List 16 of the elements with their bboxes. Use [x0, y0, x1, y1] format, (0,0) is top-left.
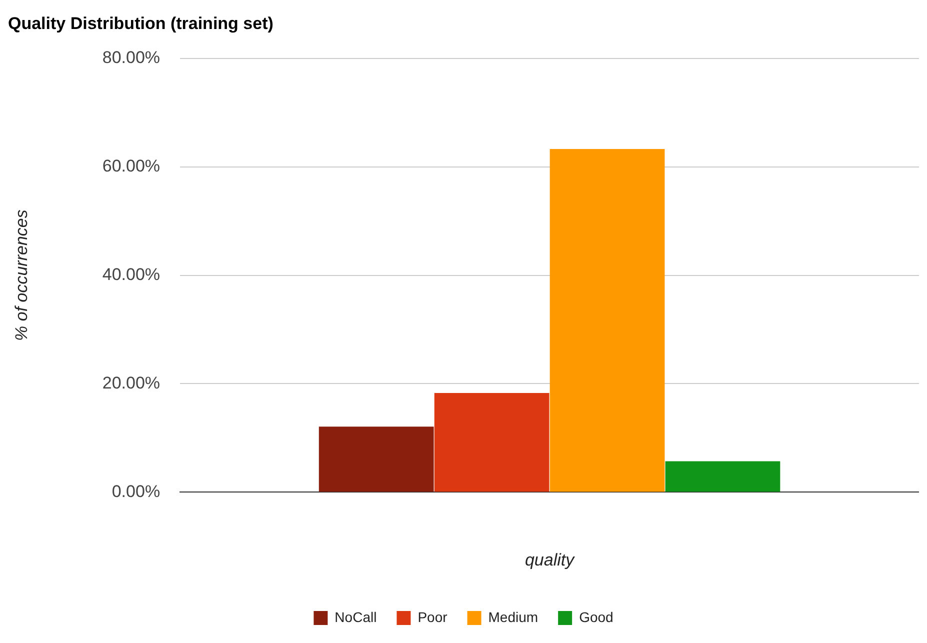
legend-label: Poor — [418, 608, 448, 625]
y-tick-label: 40.00% — [102, 264, 160, 284]
y-tick-label: 80.00% — [102, 48, 160, 68]
legend-label: Medium — [488, 608, 538, 625]
chart-title: Quality Distribution (training set) — [8, 14, 274, 33]
legend-label: NoCall — [334, 608, 377, 625]
bar — [434, 392, 550, 492]
y-axis-title: % of occurrences — [12, 209, 31, 341]
y-tick-label: 20.00% — [102, 373, 160, 392]
y-tick-label: 60.00% — [102, 156, 160, 176]
bar — [550, 148, 665, 492]
x-axis-title: quality — [524, 550, 576, 570]
bar — [318, 426, 434, 492]
bar — [665, 461, 780, 492]
legend-label: Good — [579, 608, 614, 625]
y-tick-label: 0.00% — [112, 482, 160, 501]
